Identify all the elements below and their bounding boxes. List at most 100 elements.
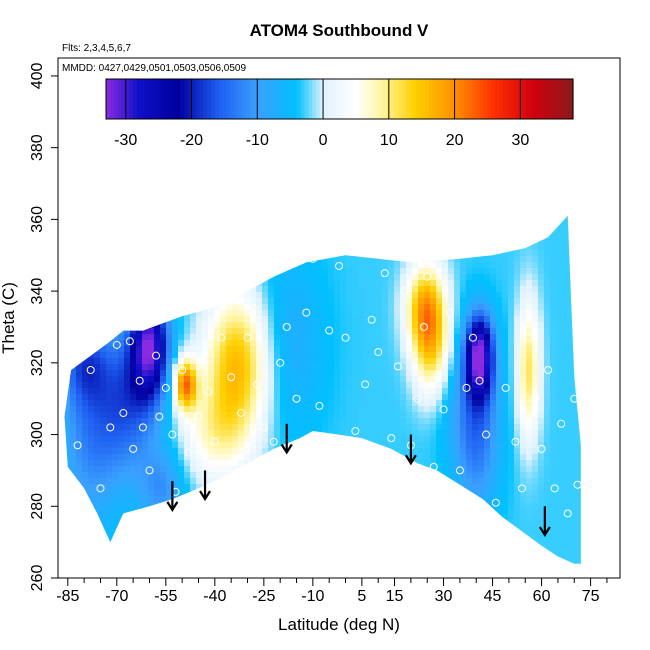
heatmap-cell	[316, 484, 323, 491]
heatmap-cell	[220, 130, 227, 137]
heatmap-cell	[238, 280, 245, 287]
heatmap-cell	[154, 340, 161, 347]
heatmap-cell	[190, 364, 197, 371]
heatmap-cell	[358, 160, 365, 167]
heatmap-cell	[184, 466, 191, 473]
heatmap-cell	[238, 268, 245, 275]
heatmap-cell	[172, 418, 179, 425]
heatmap-cell	[106, 436, 113, 443]
heatmap-cell	[298, 136, 305, 143]
heatmap-cell	[346, 64, 353, 71]
heatmap-cell	[94, 460, 101, 467]
heatmap-cell	[100, 346, 107, 353]
heatmap-cell	[106, 178, 113, 185]
heatmap-cell	[304, 208, 311, 215]
heatmap-cell	[178, 466, 185, 473]
heatmap-cell	[208, 484, 215, 491]
heatmap-cell	[262, 178, 269, 185]
heatmap-cell	[226, 202, 233, 209]
heatmap-cell	[100, 262, 107, 269]
heatmap-cell	[358, 460, 365, 467]
heatmap-cell	[352, 556, 359, 563]
heatmap-cell	[220, 376, 227, 383]
heatmap-cell	[268, 382, 275, 389]
heatmap-cell	[196, 478, 203, 485]
heatmap-cell	[142, 508, 149, 515]
heatmap-cell	[292, 58, 299, 65]
heatmap-cell	[382, 250, 389, 257]
heatmap-cell	[64, 556, 71, 563]
heatmap-cell	[214, 508, 221, 515]
heatmap-cell	[364, 322, 371, 329]
heatmap-cell	[352, 215, 359, 221]
heatmap-cell	[88, 340, 95, 347]
heatmap-cell	[292, 490, 299, 497]
heatmap-cell	[94, 562, 101, 564]
heatmap-cell	[112, 220, 119, 227]
heatmap-cell	[328, 124, 335, 131]
heatmap-cell	[76, 568, 83, 575]
heatmap-cell	[82, 100, 89, 107]
heatmap-cell	[316, 556, 323, 563]
heatmap-cell	[196, 166, 203, 173]
heatmap-cell	[232, 166, 239, 173]
heatmap-cell	[280, 532, 287, 539]
heatmap-cell	[106, 544, 113, 551]
heatmap-cell	[256, 364, 263, 371]
heatmap-cell	[286, 244, 293, 251]
heatmap-cell	[346, 262, 353, 269]
heatmap-cell	[334, 364, 341, 371]
heatmap-cell	[166, 532, 173, 539]
heatmap-cell	[178, 226, 185, 233]
heatmap-cell	[298, 310, 305, 317]
heatmap-cell	[268, 64, 275, 71]
heatmap-cell	[76, 520, 83, 527]
heatmap-cell	[118, 190, 125, 197]
heatmap-cell	[292, 454, 299, 461]
heatmap-cell	[364, 58, 371, 65]
heatmap-cell	[64, 478, 71, 485]
heatmap-cell	[292, 406, 299, 413]
heatmap-cell	[232, 358, 239, 365]
heatmap-cell	[136, 262, 143, 269]
heatmap-cell	[334, 532, 341, 539]
heatmap-cell	[88, 364, 95, 371]
heatmap-cell	[376, 166, 383, 173]
heatmap-cell	[208, 238, 215, 245]
heatmap-cell	[94, 478, 101, 485]
heatmap-cell	[340, 334, 347, 341]
heatmap-cell	[382, 484, 389, 491]
heatmap-cell	[310, 568, 317, 575]
heatmap-cell	[142, 400, 149, 407]
heatmap-cell	[142, 316, 149, 323]
heatmap-cell	[304, 508, 311, 515]
heatmap-cell	[154, 478, 161, 485]
heatmap-cell	[70, 166, 77, 173]
heatmap-cell	[256, 220, 263, 227]
heatmap-cell	[178, 544, 185, 551]
heatmap-cell	[76, 550, 83, 557]
heatmap-cell	[160, 226, 167, 233]
heatmap-cell	[298, 550, 305, 557]
heatmap-cell	[202, 352, 209, 359]
heatmap-cell	[280, 430, 287, 437]
heatmap-cell	[394, 448, 401, 455]
heatmap-cell	[262, 436, 269, 443]
heatmap-cell	[334, 58, 341, 65]
heatmap-cell	[154, 442, 161, 449]
heatmap-cell	[370, 556, 377, 563]
heatmap-cell	[136, 292, 143, 299]
heatmap-cell	[178, 484, 185, 491]
heatmap-cell	[250, 472, 257, 479]
heatmap-cell	[178, 190, 185, 197]
heatmap-cell	[298, 70, 305, 77]
heatmap-cell	[328, 250, 335, 257]
heatmap-cell	[346, 544, 353, 551]
heatmap-cell	[94, 220, 101, 227]
heatmap-cell	[130, 124, 137, 131]
heatmap-cell	[388, 442, 395, 449]
heatmap-cell	[316, 196, 323, 203]
heatmap-cell	[184, 316, 191, 323]
heatmap-cell	[172, 142, 179, 149]
heatmap-cell	[58, 184, 65, 191]
